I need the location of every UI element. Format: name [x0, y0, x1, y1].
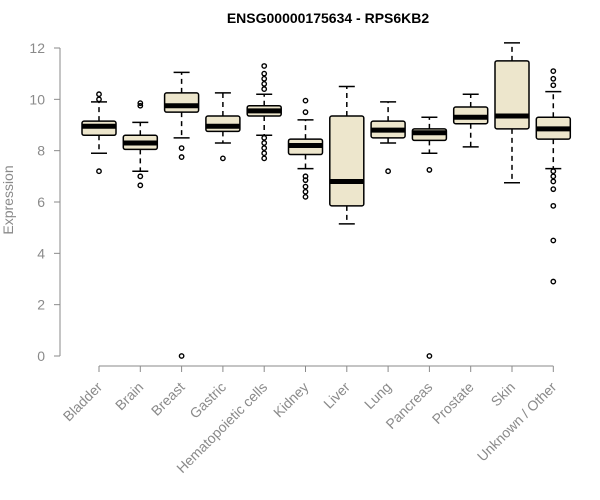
- outlier-point: [302, 183, 309, 190]
- outlier-point: [550, 75, 557, 82]
- outlier-point: [426, 167, 433, 173]
- y-tick-label: 12: [29, 40, 45, 56]
- iqr-box: [329, 115, 365, 207]
- box-kidney: [287, 97, 324, 200]
- y-axis-label: Expression: [0, 165, 16, 234]
- box-liver: [329, 85, 365, 225]
- box-hematopoietic-cells: [246, 63, 282, 162]
- outlier-point: [550, 82, 557, 89]
- outlier-point: [426, 353, 433, 359]
- box-bladder: [81, 91, 117, 175]
- y-axis: 0 2 4 6 8 10 12: [29, 40, 61, 364]
- x-tick-label: Prostate: [429, 379, 477, 427]
- outlier-point: [178, 145, 185, 152]
- outlier-point: [550, 202, 557, 209]
- outlier-point: [261, 63, 268, 69]
- outlier-point: [178, 154, 185, 160]
- outlier-point: [261, 86, 268, 92]
- y-tick-label: 0: [37, 348, 45, 364]
- y-tick-label: 6: [37, 194, 45, 210]
- box-pancreas: [411, 116, 448, 359]
- outlier-point: [302, 193, 309, 200]
- outlier-point: [261, 81, 268, 87]
- outlier-point: [96, 96, 102, 103]
- outlier-point: [261, 150, 268, 157]
- outlier-point: [385, 168, 391, 175]
- outlier-point: [302, 109, 309, 116]
- boxes-group: [81, 42, 572, 359]
- outlier-point: [261, 70, 268, 77]
- x-tick-label: Skin: [488, 379, 519, 410]
- box-gastric: [205, 92, 241, 162]
- outlier-point: [302, 173, 309, 180]
- outlier-point: [550, 178, 557, 185]
- outlier-point: [261, 145, 268, 152]
- outlier-point: [137, 182, 144, 189]
- outlier-point: [261, 75, 268, 82]
- outlier-point: [137, 102, 144, 109]
- iqr-box: [205, 115, 241, 133]
- outlier-point: [96, 168, 102, 175]
- x-tick-label: Kidney: [270, 379, 312, 421]
- outlier-point: [550, 168, 557, 175]
- outlier-point: [550, 278, 557, 285]
- y-tick-label: 8: [37, 143, 45, 159]
- y-tick-label: 2: [37, 297, 45, 313]
- box-prostate: [452, 93, 489, 148]
- outlier-point: [178, 353, 185, 359]
- outlier-point: [219, 155, 226, 162]
- outlier-point: [261, 134, 268, 141]
- outlier-point: [137, 173, 144, 180]
- outlier-point: [261, 140, 268, 146]
- x-tick-label: Liver: [320, 379, 353, 412]
- outlier-point: [550, 173, 557, 180]
- box-unknown-other: [535, 68, 572, 285]
- outlier-point: [137, 100, 144, 107]
- box-skin: [494, 42, 530, 184]
- iqr-box: [163, 92, 200, 113]
- y-tick-label: 4: [37, 245, 45, 261]
- outlier-point: [96, 91, 102, 98]
- y-tick-label: 10: [29, 91, 45, 107]
- box-brain: [122, 100, 159, 189]
- x-tick-label: Lung: [361, 379, 394, 412]
- outlier-point: [550, 237, 557, 244]
- outlier-point: [302, 97, 309, 104]
- x-tick-label: Bladder: [60, 379, 106, 425]
- chart-title: ENSG00000175634 - RPS6KB2: [227, 10, 430, 26]
- x-tick-label: Breast: [148, 379, 188, 419]
- box-breast: [163, 71, 200, 359]
- outlier-point: [550, 186, 557, 193]
- box-lung: [370, 101, 406, 175]
- outlier-point: [302, 188, 309, 195]
- iqr-box: [494, 60, 530, 130]
- outlier-point: [550, 68, 557, 75]
- outlier-point: [261, 155, 268, 162]
- x-tick-label: Brain: [112, 379, 146, 413]
